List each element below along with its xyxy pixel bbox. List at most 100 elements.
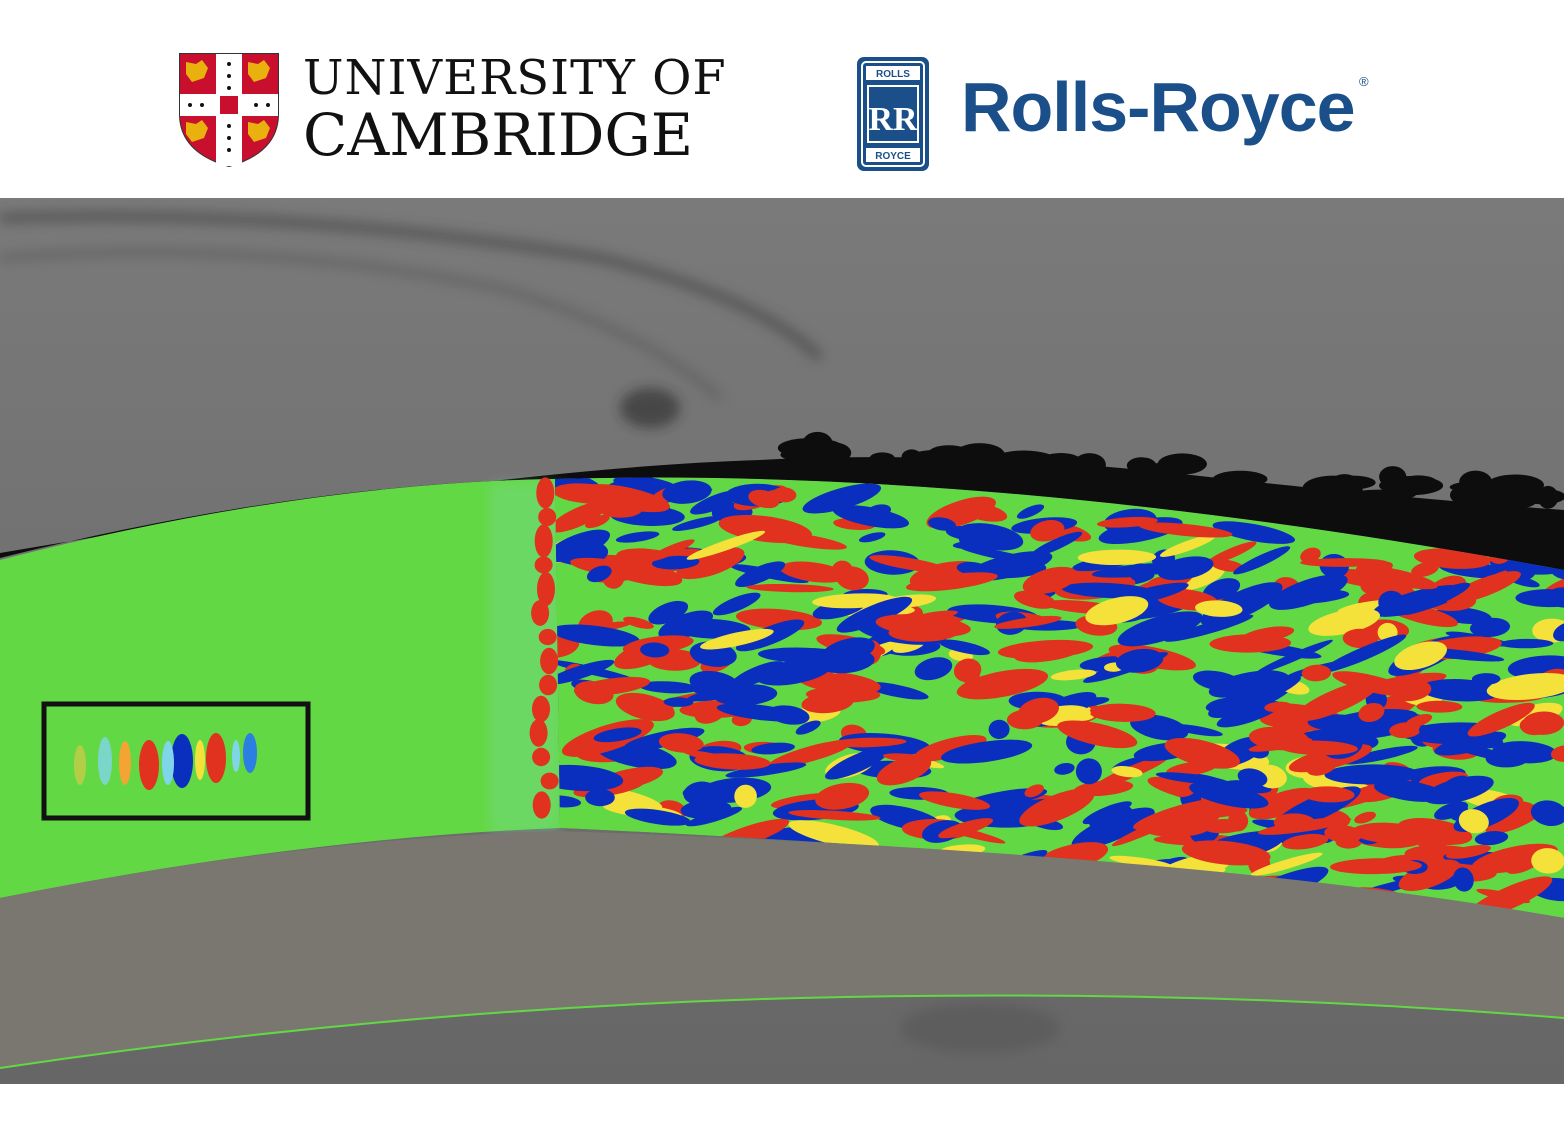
turbulence-streak [825, 746, 891, 780]
turbulence-streak [1248, 737, 1312, 752]
turbulence-streak [676, 547, 745, 580]
front-streak [538, 508, 557, 526]
front-streak [540, 772, 559, 790]
cambridge-wordmark: UNIVERSITY OF CAMBRIDGE [303, 54, 727, 164]
turbulence-streak [623, 616, 654, 629]
rollsroyce-badge-icon: ROLLS RR ROYCE [857, 57, 929, 171]
wake-turbulence [777, 431, 1564, 510]
turbulence-streak [1374, 780, 1445, 802]
turbulence-streak [956, 561, 988, 575]
turbulence-streak [1212, 521, 1296, 544]
turbulence-streak [1054, 762, 1075, 775]
front-streak [531, 600, 550, 626]
turbulence-streak [958, 660, 980, 685]
turbulence-streak [1550, 745, 1564, 762]
turbulence-streak [1022, 566, 1078, 595]
turbulence-streak [1294, 679, 1380, 722]
turbulence-streak [1019, 788, 1095, 827]
turbulence-streak [1057, 720, 1138, 749]
turbulence-streak [1195, 600, 1243, 617]
blade-edge-line [0, 994, 1564, 1069]
turbulence-streak [1321, 634, 1407, 673]
turbulence-streak [828, 737, 907, 748]
turbulence-streak [1006, 709, 1044, 730]
turbulence-streak [1068, 697, 1110, 708]
turbulence-streak [1324, 764, 1420, 785]
turbulence-streak [919, 791, 991, 810]
turbulence-streak [836, 566, 869, 591]
turbulence-streak [1394, 641, 1447, 671]
turbulence-streak [735, 561, 786, 588]
turbulence-streak [686, 685, 756, 702]
wake-blob [978, 464, 1012, 482]
turbulence-streak [555, 624, 640, 647]
badge-bottom-text: ROYCE [875, 151, 911, 162]
turbulence-streak [1014, 641, 1085, 663]
wake-blob [1399, 475, 1438, 490]
wake-blob [901, 462, 928, 475]
turbulence-streak [788, 810, 881, 821]
turbulence-streak [1445, 844, 1491, 859]
turbulence-streak [1330, 858, 1422, 875]
turbulence-streak [624, 808, 691, 826]
turbulence-streak [646, 539, 695, 562]
turbulence-streak [1553, 621, 1564, 642]
turbulence-streak [1342, 628, 1379, 649]
turbulence-streak [1486, 672, 1564, 701]
turbulence-streak [751, 742, 795, 755]
wake-blob [1004, 461, 1030, 485]
turbulence-streak [1378, 590, 1406, 615]
turbulence-streak [585, 789, 615, 807]
turbulence-streak [1354, 811, 1376, 824]
rollsroyce-logo: ROLLS RR ROYCE Rolls-Royce ® [856, 56, 1396, 174]
turbulence-streak [1352, 827, 1401, 843]
turbulence-streak [555, 764, 624, 792]
turbulence-streak [805, 686, 881, 703]
turbulence-streak [941, 739, 1033, 764]
turbulence-streak [1248, 787, 1318, 820]
turbulence-streak [928, 517, 956, 531]
turbulence-streak [1418, 723, 1504, 749]
turbulence-streak [1467, 702, 1535, 737]
turbulence-streak [716, 703, 804, 722]
front-streak [536, 477, 555, 509]
turbulence-streak [1016, 504, 1045, 519]
turbulence-streak [1469, 617, 1511, 638]
turbulence-streak [730, 661, 785, 688]
header: UNIVERSITY OF CAMBRIDGE ROLLS RR ROYCE R… [0, 0, 1564, 198]
turbulence-streak [1342, 745, 1418, 765]
wake-blob [1537, 485, 1559, 509]
turbulence-streak [1398, 859, 1460, 891]
turbulence-streak [1476, 888, 1531, 904]
turbulence-streak [734, 784, 757, 808]
turbulence-streak [640, 642, 670, 658]
turbulence-streak [694, 753, 771, 770]
turbulence-streak [1030, 531, 1083, 557]
turbulence-streak [836, 596, 913, 633]
turbulence-streak [664, 628, 690, 639]
turbulence-streak [1411, 561, 1439, 577]
turbulence-streak [1416, 830, 1452, 849]
front-streak [532, 695, 550, 723]
turbulence-streak [938, 639, 990, 656]
turbulence-streak [1458, 809, 1489, 834]
turbulence-streak [573, 676, 651, 696]
turbulence-streak [1531, 848, 1564, 874]
turbulence-streak [683, 781, 718, 806]
turbulence-streak [1400, 582, 1471, 616]
turbulent-region [555, 477, 1564, 918]
turbulence-streak [1282, 833, 1329, 850]
turbulence-streak [648, 600, 689, 625]
turbulence-streak [1453, 867, 1474, 892]
turbulence-streak [690, 489, 743, 515]
turbulence-streak [1471, 673, 1501, 685]
turbulence-streak [1499, 638, 1554, 649]
turbulence-streak [869, 555, 950, 573]
flow-simulation-image [0, 198, 1564, 1084]
front-streak [540, 647, 559, 675]
turbulence-streak [815, 782, 870, 810]
turbulence-streak [615, 531, 660, 543]
registered-mark: ® [1359, 74, 1369, 89]
front-streak [537, 572, 555, 606]
turbulence-streak [1075, 758, 1102, 785]
